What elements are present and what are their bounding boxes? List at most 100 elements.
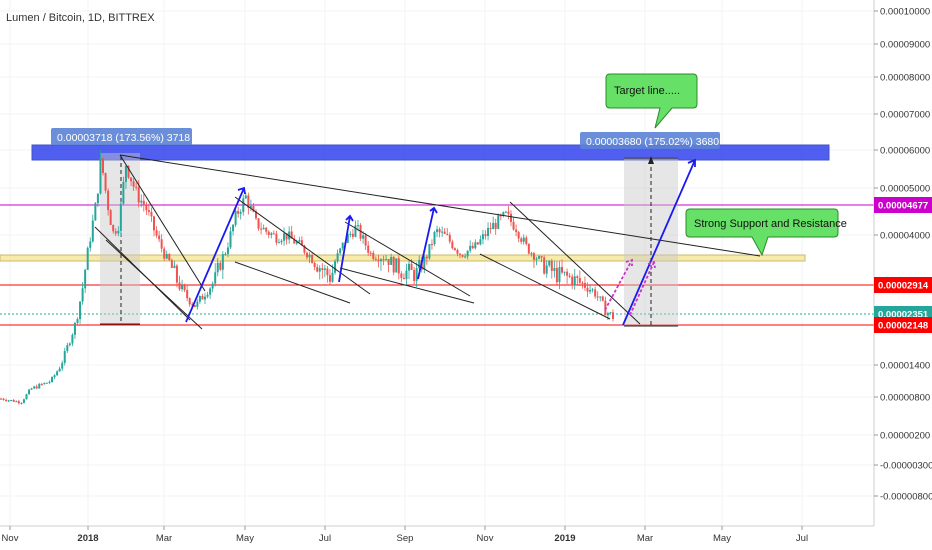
candle bbox=[255, 211, 257, 219]
candle bbox=[91, 220, 94, 242]
candle bbox=[43, 382, 46, 385]
candle bbox=[150, 211, 153, 217]
candle bbox=[609, 312, 612, 314]
x-tick-label: Jul bbox=[796, 533, 808, 544]
y-tick-label: 0.00009000 bbox=[880, 40, 930, 51]
candle bbox=[221, 254, 224, 270]
candle bbox=[413, 269, 416, 281]
candle bbox=[512, 221, 515, 230]
candle bbox=[448, 234, 451, 242]
candle bbox=[10, 399, 13, 401]
candle bbox=[165, 253, 168, 259]
candle bbox=[242, 198, 245, 212]
channel-line bbox=[509, 201, 641, 325]
candle bbox=[127, 165, 130, 178]
candle bbox=[385, 259, 388, 261]
candle bbox=[211, 283, 214, 289]
candle bbox=[295, 241, 298, 244]
candle bbox=[430, 243, 433, 245]
candle bbox=[341, 242, 344, 249]
x-tick-label: 2018 bbox=[77, 533, 98, 544]
long-resistance-trendline bbox=[119, 154, 761, 257]
candle bbox=[265, 227, 268, 232]
arrow-1 bbox=[185, 187, 245, 323]
candle bbox=[239, 211, 242, 214]
y-axis[interactable]: 0.00010000 0.00009000 0.00008000 0.00007000… bbox=[874, 7, 932, 503]
candle bbox=[119, 203, 122, 231]
x-tick-label: Nov bbox=[2, 533, 19, 544]
candle bbox=[191, 304, 194, 306]
candle bbox=[137, 187, 140, 203]
candle bbox=[56, 371, 59, 376]
candle bbox=[168, 253, 171, 261]
channel-line bbox=[234, 196, 371, 295]
candle bbox=[489, 227, 492, 230]
candle bbox=[589, 289, 592, 292]
candle bbox=[326, 268, 329, 276]
candle bbox=[390, 257, 393, 265]
x-axis[interactable]: Nov 2018 Mar May Jul Sep Nov 2019 Mar May Jul bbox=[2, 526, 809, 544]
candle bbox=[188, 298, 191, 305]
candle bbox=[550, 260, 553, 271]
candle bbox=[387, 259, 390, 265]
channel-line bbox=[344, 221, 471, 297]
candle bbox=[237, 210, 240, 214]
candle bbox=[351, 233, 354, 237]
candle bbox=[51, 377, 53, 382]
candle bbox=[530, 253, 533, 255]
candle bbox=[300, 240, 303, 246]
candle bbox=[283, 233, 286, 241]
candle bbox=[107, 190, 110, 211]
candle bbox=[405, 270, 408, 280]
candle bbox=[436, 229, 439, 233]
candle bbox=[599, 296, 602, 298]
plot-area[interactable] bbox=[0, 0, 874, 526]
candle bbox=[234, 210, 237, 225]
chart-title: Lumen / Bitcoin, 1D, BITTREX bbox=[6, 12, 155, 24]
candle bbox=[576, 276, 579, 278]
candle bbox=[33, 386, 36, 389]
candle bbox=[68, 343, 71, 346]
candle bbox=[198, 295, 201, 302]
y-tick-label: 0.00008000 bbox=[880, 73, 930, 84]
candle bbox=[142, 200, 145, 206]
candle bbox=[99, 158, 102, 194]
x-tick-label: May bbox=[713, 533, 731, 544]
target-arrow-head bbox=[687, 158, 696, 167]
price-label bbox=[874, 317, 932, 333]
candle bbox=[464, 256, 467, 258]
x-tick-label: Mar bbox=[637, 533, 653, 544]
candle bbox=[147, 210, 150, 212]
support-resistance-callout[interactable]: Strong Support and Resistance bbox=[685, 208, 847, 257]
candle bbox=[293, 238, 296, 244]
candle bbox=[517, 232, 520, 239]
candle bbox=[538, 256, 541, 259]
target-line-callout[interactable]: Target line..... bbox=[605, 73, 698, 129]
horizontal-lines bbox=[0, 204, 874, 326]
channel-line bbox=[339, 267, 475, 304]
channel-line bbox=[119, 154, 206, 292]
candle bbox=[38, 383, 41, 389]
candle bbox=[15, 401, 18, 403]
candle bbox=[247, 195, 250, 208]
candle bbox=[328, 275, 331, 282]
candle bbox=[548, 260, 551, 266]
candle bbox=[346, 234, 349, 243]
candle bbox=[285, 233, 288, 240]
candle bbox=[581, 282, 584, 284]
candle bbox=[178, 282, 181, 290]
candle bbox=[339, 248, 342, 254]
candle bbox=[193, 305, 196, 307]
candle bbox=[583, 282, 586, 288]
candle bbox=[170, 260, 173, 268]
measure-tool-right bbox=[624, 156, 678, 327]
candle bbox=[316, 266, 319, 272]
candle bbox=[313, 262, 316, 267]
candle bbox=[135, 186, 138, 188]
candle bbox=[520, 238, 523, 242]
candle bbox=[22, 399, 25, 403]
candle bbox=[232, 224, 235, 232]
candle bbox=[206, 294, 209, 297]
candle bbox=[0, 398, 2, 400]
